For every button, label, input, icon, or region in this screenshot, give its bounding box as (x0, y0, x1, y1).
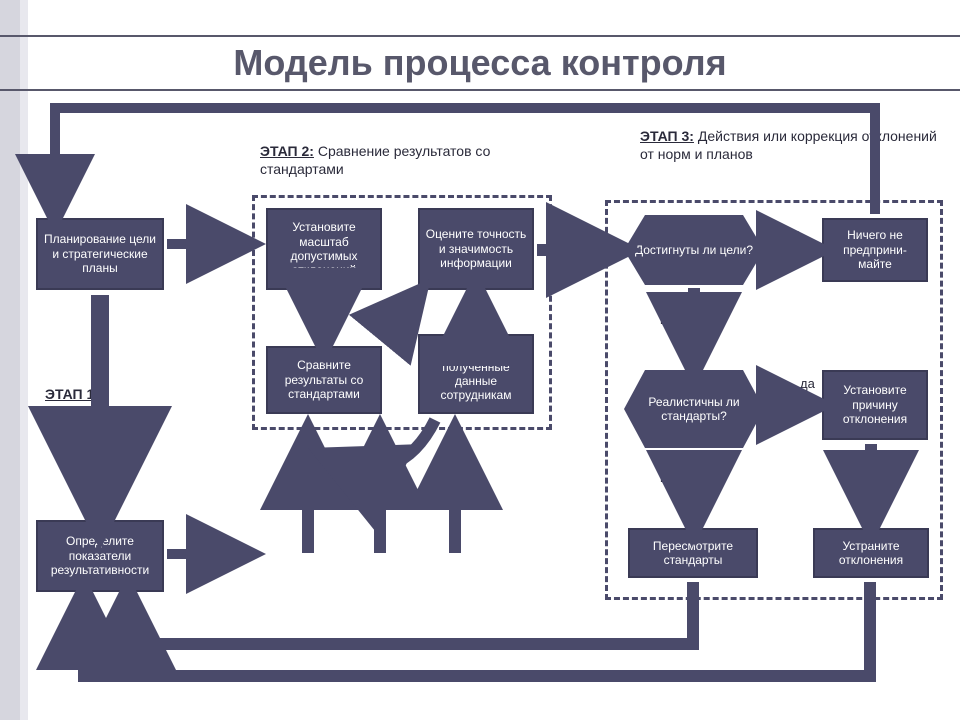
node-revise-standards: Пересмотрите стандарты (628, 528, 758, 578)
stage2-label: ЭТАП 2: Сравнение результатов со стандар… (260, 142, 560, 178)
edge-label-no1: нет (660, 312, 680, 327)
node-fix-deviations: Устраните отклонения (813, 528, 929, 578)
node-report-data: Сообщите полученные данные сотрудникам (418, 334, 534, 414)
node-find-cause: Установите причину отклонения (822, 370, 928, 440)
stage3-label: ЭТАП 3: Действия или коррекция отклонени… (640, 127, 940, 163)
node-define-indicators: Определите показатели результативности (36, 520, 164, 592)
edge-label-yes1: да (786, 226, 801, 241)
node-planning: Планирование цели и стратегические планы (36, 218, 164, 290)
decision-goals-met: Достигнуты ли цели? (624, 215, 764, 285)
node-evaluate-accuracy: Оцените точность и значимость информации (418, 208, 534, 290)
page-title: Модель процесса контроля (0, 35, 960, 91)
node-set-tolerance: Установите масштаб допустимых отклонений (266, 208, 382, 290)
decision-standards-realistic: Реалистичны ли стандарты? (624, 370, 764, 448)
node-compare-results: Сравните результаты со стандартами (266, 346, 382, 414)
edge-label-no2: нет (660, 470, 680, 485)
decorative-sidebar (0, 0, 28, 720)
edge-label-yes2: да (800, 376, 815, 391)
stage1-label: ЭТАП 1: Установление стандартов (45, 385, 205, 440)
node-do-nothing: Ничего не предприни- майте (822, 218, 928, 282)
